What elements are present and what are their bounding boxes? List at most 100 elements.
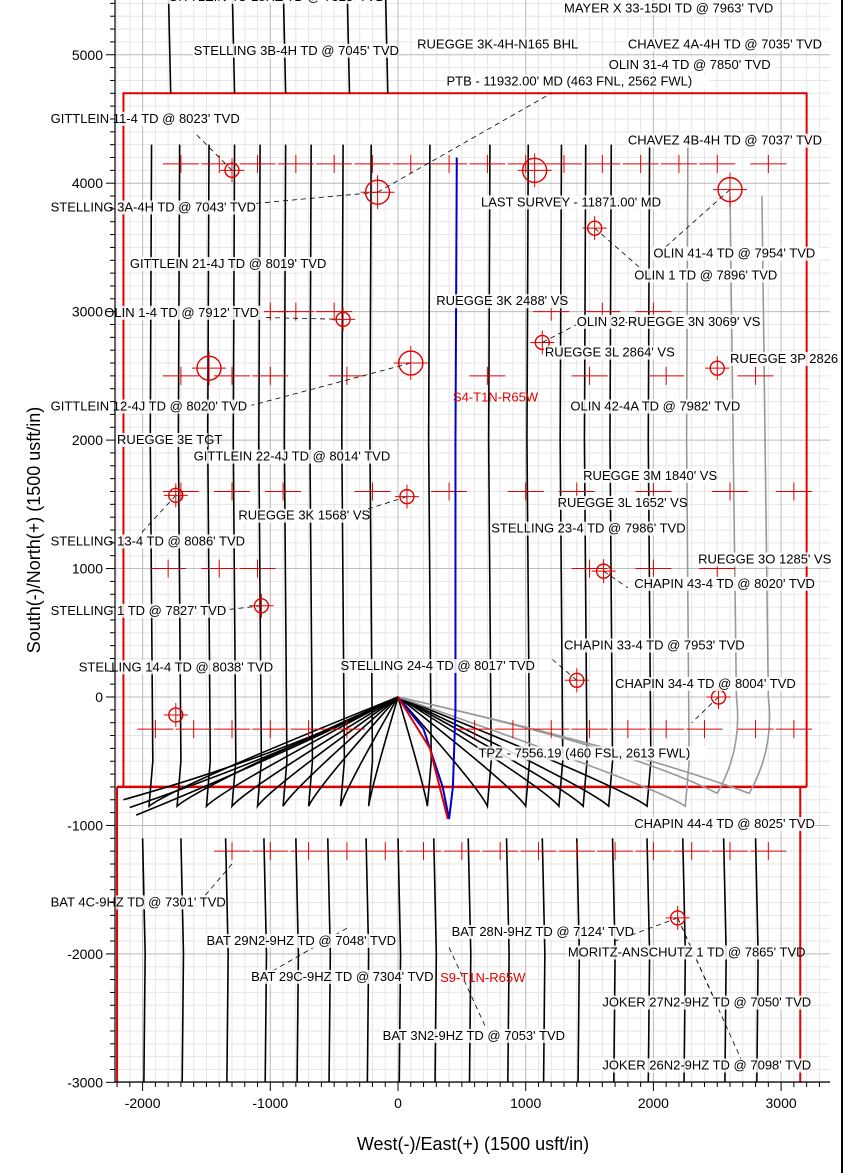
- well-label: STELLING 23-4 TD @ 7986' TVD: [491, 521, 685, 536]
- well-label: PTB - 11932.00' MD (463 FNL, 2562 FWL): [447, 74, 693, 89]
- well-label: RUEGGE 3K 1568' VS: [238, 508, 370, 523]
- axes: [106, 0, 830, 1091]
- offset-well-lateral: [397, 144, 690, 808]
- survey-markers: [137, 154, 812, 861]
- well-label: CHAPIN 43-4 TD @ 8020' TVD: [634, 576, 815, 591]
- well-label-bg: [633, 268, 781, 283]
- well-label: BAT 28N-9HZ TD @ 7124' TVD: [452, 924, 634, 939]
- offset-well-lateral-south: [224, 838, 229, 1083]
- well-label-bg: [633, 576, 815, 591]
- leader-line: [550, 658, 578, 681]
- x-tick-label: 1000: [510, 1095, 541, 1111]
- well-label-bg: [633, 817, 815, 832]
- offset-well-lateral: [339, 144, 399, 807]
- well-label-bg: [575, 314, 640, 329]
- well-label: TPZ - 7556.19 (460 FSL, 2613 FWL): [478, 745, 690, 760]
- planned-well-curve: [397, 696, 449, 820]
- well-label: RUEGGE 3K 2488' VS: [436, 293, 568, 308]
- y-tick-label: 1000: [72, 561, 103, 577]
- well-label-bg: [192, 449, 395, 464]
- well-label-bg: [569, 399, 744, 414]
- well-label: JOKER 26N2-9HZ TD @ 7098' TVD: [602, 1058, 811, 1073]
- well-label-bg: [614, 677, 796, 692]
- well-label-bg: [128, 256, 331, 271]
- well-label: CHAVEZ 4B-4H TD @ 7037' TVD: [628, 133, 822, 148]
- well-label: RUEGGE 3L 2864' VS: [545, 345, 675, 360]
- well-label: RUEGGE 3L 1652' VS: [558, 495, 688, 510]
- well-label: OLIN 41-4 TD @ 7954' TVD: [653, 246, 815, 261]
- well-labels: GITTLEIN 4C-28HZ TD @ 7323' TVD MAYER X 3…: [49, 0, 838, 1073]
- well-label-bg: [626, 314, 754, 329]
- x-tick-label: 3000: [766, 1095, 797, 1111]
- well-label: RUEGGE 3P 2826: [730, 351, 838, 366]
- well-label: GITTLEIN 4C-28HZ TD @ 7323' TVD: [168, 0, 385, 4]
- offset-well-lateral: [397, 144, 564, 809]
- planned-well-path: [397, 157, 458, 820]
- y-tick-label: 2000: [72, 432, 103, 448]
- leader-line: [677, 917, 744, 1064]
- target-circles: [163, 153, 748, 930]
- well-label: RUEGGE 3M 1840' VS: [583, 468, 717, 483]
- well-label-bg: [49, 603, 225, 618]
- section-labels: S4-T1N-R65W S9-T1N-R65W: [440, 390, 539, 986]
- offset-well-lateral-north-stub: [282, 0, 287, 94]
- y-tick-label: 3000: [72, 304, 103, 320]
- offset-well-lateral: [307, 144, 399, 807]
- well-label-bg: [601, 995, 804, 1010]
- offset-well-lateral: [205, 144, 399, 809]
- well-label-bg: [416, 37, 564, 52]
- offset-well-lateral-south: [141, 838, 146, 1083]
- offset-well-lateral: [282, 144, 399, 807]
- well-label: BAT 29N2-9HZ TD @ 7048' TVD: [206, 933, 396, 948]
- offset-well-lateral-south: [295, 838, 300, 1083]
- offset-well-lateral: [397, 144, 614, 808]
- well-label: GITTLEIN 12-4J TD @ 8020' TVD: [51, 399, 248, 414]
- well-label-bg: [563, 638, 745, 653]
- tick-labels: -2000 -1000 0 1000 2000 3000 -3000 -2000 -1000 0 1…: [67, 47, 797, 1111]
- well-label: RUEGGE 3K-4H-N165 BHL: [417, 36, 578, 51]
- well-label-bg: [652, 246, 820, 261]
- well-label: MAYER X 33-15DI TD @ 7963' TVD: [564, 0, 773, 15]
- well-label-bg: [49, 534, 245, 549]
- well-label-bg: [205, 933, 394, 948]
- offset-well-lateral-south: [541, 838, 546, 1083]
- well-label: JOKER 27N2-9HZ TD @ 7050' TVD: [602, 995, 811, 1010]
- offset-well-lateral-south: [722, 838, 727, 1083]
- offset-well-lateral-south: [263, 838, 268, 1083]
- well-label-bg: [697, 552, 824, 567]
- well-label-bg: [490, 521, 686, 536]
- well-label-bg: [582, 468, 709, 483]
- well-label: MORITZ-ANSCHUTZ 1 TD @ 7865' TVD: [568, 944, 806, 959]
- well-label-bg: [563, 1, 773, 16]
- well-label-bg: [450, 924, 633, 939]
- offset-well-lateral-south: [505, 838, 510, 1083]
- x-tick-label: 2000: [638, 1095, 669, 1111]
- well-label: GITTLEIN 21-4J TD @ 8019' TVD: [130, 256, 327, 271]
- well-label: BAT 29C-9HZ TD @ 7304' TVD: [251, 969, 433, 984]
- well-label-bg: [445, 74, 710, 89]
- offset-well-lateral: [397, 144, 531, 809]
- offset-well-lateral-south: [365, 838, 370, 1083]
- leader-line: [653, 189, 731, 259]
- well-label-bg: [250, 969, 432, 984]
- well-label-bg: [381, 1028, 564, 1043]
- well-label-bg: [167, 0, 384, 4]
- well-label-bg: [435, 294, 562, 309]
- well-label: BAT 4C-9HZ TD @ 7301' TVD: [51, 894, 226, 909]
- offset-well-lateral: [397, 144, 433, 807]
- section-label: S4-T1N-R65W: [453, 390, 539, 405]
- offset-well-lateral: [397, 144, 588, 809]
- well-label-bg: [339, 659, 535, 674]
- well-label: RUEGGE 3O 1285' VS: [698, 551, 832, 566]
- y-tick-label: -3000: [67, 1074, 103, 1090]
- well-label-bg: [77, 660, 273, 675]
- x-tick-label: 0: [394, 1095, 402, 1111]
- well-label: OLIN 31-4 TD @ 7850' TVD: [609, 57, 771, 72]
- well-label-bg: [49, 200, 252, 215]
- well-label: STELLING 3B-4H TD @ 7045' TVD: [194, 43, 399, 58]
- x-tick-label: -2000: [125, 1095, 161, 1111]
- well-label: CHAPIN 33-4 TD @ 7953' TVD: [564, 637, 745, 652]
- well-label-bg: [192, 43, 395, 58]
- well-label: RUEGGE 3E TGT: [117, 432, 222, 447]
- offset-well-lateral-grey: [397, 196, 771, 795]
